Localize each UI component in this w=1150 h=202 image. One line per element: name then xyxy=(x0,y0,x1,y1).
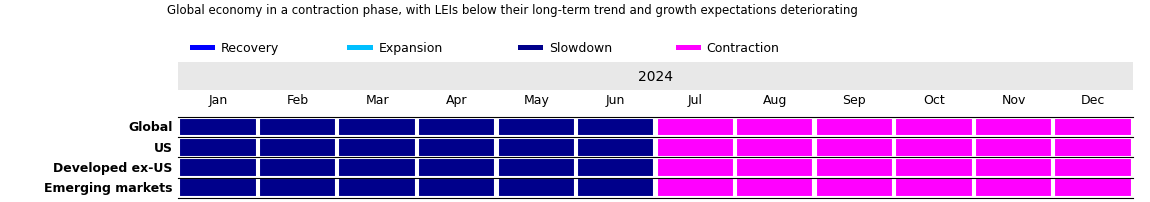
Text: Apr: Apr xyxy=(446,93,467,106)
Text: Slowdown: Slowdown xyxy=(550,42,612,55)
Text: Mar: Mar xyxy=(366,93,389,106)
Bar xyxy=(498,158,575,177)
Bar xyxy=(815,158,894,177)
Bar xyxy=(419,158,496,177)
Bar xyxy=(498,138,575,157)
Bar xyxy=(338,158,416,177)
Text: Global: Global xyxy=(128,121,172,134)
Bar xyxy=(577,138,654,157)
Bar xyxy=(896,118,973,137)
Bar xyxy=(419,138,496,157)
Bar xyxy=(179,118,256,137)
Bar xyxy=(657,138,734,157)
Bar xyxy=(815,138,894,157)
Text: US: US xyxy=(153,141,172,154)
Bar xyxy=(338,118,416,137)
Bar xyxy=(419,118,496,137)
Bar xyxy=(338,179,416,197)
Text: Developed ex-US: Developed ex-US xyxy=(53,161,172,174)
Bar xyxy=(815,179,894,197)
Bar xyxy=(577,158,654,177)
Bar xyxy=(259,138,336,157)
Text: Contraction: Contraction xyxy=(706,42,780,55)
Text: 2024: 2024 xyxy=(638,70,673,84)
Bar xyxy=(1055,179,1132,197)
Bar xyxy=(657,179,734,197)
Bar xyxy=(338,138,416,157)
Bar xyxy=(259,118,336,137)
Bar xyxy=(975,179,1052,197)
Bar xyxy=(498,118,575,137)
Bar xyxy=(975,138,1052,157)
Text: Jun: Jun xyxy=(606,93,626,106)
Text: Emerging markets: Emerging markets xyxy=(44,181,172,194)
Bar xyxy=(1055,158,1132,177)
Text: Feb: Feb xyxy=(286,93,308,106)
Text: Sep: Sep xyxy=(843,93,866,106)
Bar xyxy=(657,158,734,177)
Bar xyxy=(179,179,256,197)
Text: Nov: Nov xyxy=(1002,93,1026,106)
Bar xyxy=(736,138,813,157)
Text: Expansion: Expansion xyxy=(378,42,443,55)
Bar xyxy=(577,179,654,197)
Text: Global economy in a contraction phase, with LEIs below their long-term trend and: Global economy in a contraction phase, w… xyxy=(167,4,858,17)
Bar xyxy=(975,158,1052,177)
Bar xyxy=(577,118,654,137)
Bar xyxy=(519,46,544,51)
Bar xyxy=(179,158,256,177)
Bar xyxy=(1055,138,1132,157)
Bar xyxy=(736,179,813,197)
Text: Aug: Aug xyxy=(762,93,787,106)
Bar xyxy=(975,118,1052,137)
Text: Jan: Jan xyxy=(208,93,228,106)
Text: May: May xyxy=(523,93,550,106)
Text: Jul: Jul xyxy=(688,93,703,106)
Bar xyxy=(259,179,336,197)
Text: Dec: Dec xyxy=(1081,93,1105,106)
Bar xyxy=(178,63,1133,91)
Bar xyxy=(259,158,336,177)
Bar xyxy=(815,118,894,137)
Bar xyxy=(896,158,973,177)
Bar xyxy=(736,158,813,177)
Bar xyxy=(190,46,215,51)
Bar xyxy=(498,179,575,197)
Bar xyxy=(347,46,373,51)
Bar xyxy=(657,118,734,137)
Bar xyxy=(1055,118,1132,137)
Bar xyxy=(676,46,702,51)
Bar xyxy=(896,138,973,157)
Text: Recovery: Recovery xyxy=(221,42,279,55)
Text: Oct: Oct xyxy=(923,93,945,106)
Bar xyxy=(736,118,813,137)
Bar xyxy=(179,138,256,157)
Bar xyxy=(896,179,973,197)
Bar xyxy=(419,179,496,197)
